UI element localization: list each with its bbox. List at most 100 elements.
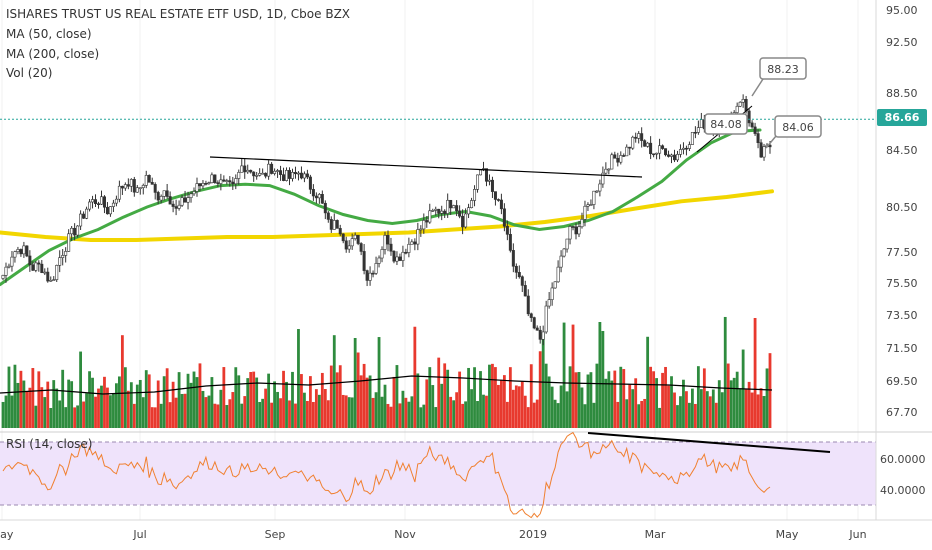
volume-bar — [640, 400, 644, 428]
candle-body — [329, 219, 333, 230]
volume-bar — [135, 384, 139, 428]
volume-bar — [112, 393, 115, 428]
annotation-mid[interactable]: 84.08 — [704, 113, 748, 135]
volume-bar — [592, 402, 596, 428]
candle-body — [234, 178, 238, 185]
volume-bar — [183, 393, 187, 428]
volume-bar — [279, 398, 282, 428]
volume-bar — [488, 364, 491, 428]
candle-body — [667, 154, 671, 157]
volume-bar — [664, 366, 667, 428]
y-tick-label: 88.50 — [886, 87, 918, 100]
candle-body — [273, 170, 277, 174]
volume-bar — [314, 389, 318, 428]
candle-body — [589, 204, 593, 206]
candle-body — [434, 208, 438, 211]
volume-bar — [46, 381, 50, 428]
annotation-low-text: 84.06 — [782, 121, 814, 134]
candle-body — [19, 249, 23, 255]
candle-body — [237, 172, 241, 179]
candle-body — [493, 191, 497, 200]
candle-body — [311, 189, 315, 197]
candle-body — [455, 205, 459, 212]
candle-body — [228, 180, 232, 183]
annotation-low[interactable]: 84.06 — [765, 115, 822, 149]
candle-body — [156, 192, 160, 201]
volume-bar — [177, 372, 181, 428]
volume-bar — [613, 370, 617, 428]
candle-body — [219, 179, 223, 184]
volume-bar — [79, 351, 82, 428]
candle-body — [350, 238, 354, 247]
volume-bar — [291, 371, 294, 428]
annotation-high[interactable]: 88.23 — [751, 57, 807, 97]
y-tick-label: 80.50 — [886, 201, 918, 214]
candle-body — [356, 234, 360, 244]
volume-bar — [37, 371, 41, 428]
legend-rsi[interactable]: RSI (14, close) — [6, 437, 93, 451]
volume-bar — [189, 382, 193, 428]
volume-bar — [210, 377, 214, 428]
candle-body — [204, 183, 208, 185]
legend-volume[interactable]: Vol (20) — [6, 66, 53, 80]
volume-bar — [338, 365, 342, 428]
candle-body — [392, 250, 396, 262]
candle-body — [91, 199, 95, 203]
y-tick-label: 95.00 — [886, 4, 918, 17]
volume-bar — [255, 377, 259, 428]
candle-body — [225, 180, 229, 182]
candle-body — [383, 235, 387, 250]
volume-bar — [702, 368, 706, 428]
volume-bar — [422, 404, 426, 428]
legend-ma200[interactable]: MA (200, close) — [6, 47, 100, 61]
candle-body — [631, 136, 635, 149]
candle-body — [168, 196, 172, 205]
candle-body — [661, 145, 665, 149]
candle-body — [34, 262, 38, 271]
volume-bar — [616, 401, 620, 428]
rsi-tick-label: 60.0000 — [880, 453, 926, 466]
volume-bar — [204, 397, 208, 428]
volume-bar — [759, 388, 763, 428]
volume-bar — [708, 396, 712, 428]
trendline-rsi — [587, 432, 831, 453]
volume-bar — [711, 389, 715, 428]
candle-body — [449, 199, 453, 209]
volume-bar — [461, 403, 465, 428]
volume-bar — [4, 395, 8, 428]
volume-bar — [693, 403, 697, 428]
volume-bar — [13, 364, 17, 428]
candle-body — [123, 184, 127, 189]
candle-body — [625, 146, 629, 157]
volume-bar — [168, 402, 172, 428]
candle-body — [380, 249, 384, 259]
candle-body — [165, 190, 169, 197]
candle-body — [768, 144, 772, 148]
candle-body — [320, 194, 324, 204]
rsi-tick-label: 40.0000 — [880, 484, 926, 497]
candle-body — [437, 208, 441, 214]
volume-bar — [652, 371, 656, 428]
candle-body — [314, 195, 318, 199]
candle-body — [622, 155, 626, 157]
volume-bar — [535, 399, 539, 428]
x-tick-label: Jul — [132, 528, 146, 541]
candle-body — [413, 241, 417, 245]
candle-body — [693, 131, 697, 134]
candle-body — [753, 126, 757, 134]
volume-bar — [371, 397, 375, 428]
candle-body — [82, 213, 86, 219]
candle-body — [213, 174, 217, 183]
volume-bar — [162, 376, 166, 428]
volume-bar — [300, 374, 303, 428]
chart-title: ISHARES TRUST US REAL ESTATE ETF USD, 1D… — [6, 7, 351, 21]
volume-bar — [129, 382, 133, 428]
volume-bar — [276, 391, 279, 428]
legend-ma50[interactable]: MA (50, close) — [6, 27, 92, 41]
candle-body — [487, 179, 491, 182]
volume-bar — [586, 374, 590, 428]
candle-body — [464, 213, 468, 228]
volume-bar — [720, 392, 724, 428]
candle-body — [132, 179, 136, 193]
candle-body — [288, 170, 292, 179]
